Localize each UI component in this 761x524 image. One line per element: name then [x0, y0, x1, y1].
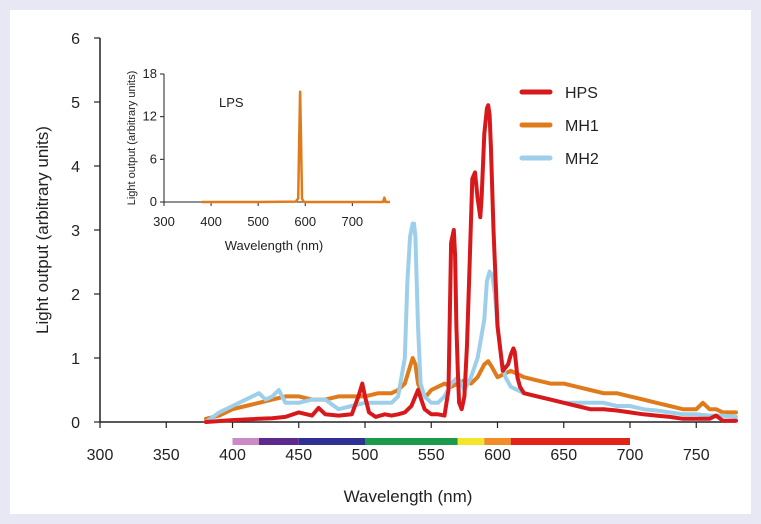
y-tick-label: 0 — [71, 415, 80, 432]
inset-series — [201, 90, 390, 204]
x-tick-label: 650 — [550, 447, 577, 464]
y-tick-label: 5 — [71, 95, 80, 112]
inset-y-tick-label: 0 — [150, 194, 157, 209]
inset-title: LPS — [219, 95, 244, 110]
inset-y-tick-label: 12 — [143, 109, 157, 124]
main-series — [204, 103, 738, 424]
spectrum-segment — [259, 438, 299, 445]
series-line-hps — [204, 103, 738, 424]
inset-x-tick-label: 700 — [341, 214, 363, 229]
inset-ticks: 300 400 500 600 700 0 6 12 18 — [143, 66, 364, 229]
chart-panel: 300 350 400 450 500 550 600 650 700 750 0 1 2 3 4 5 6 Wa… — [10, 10, 751, 514]
inset-x-axis-label: Wavelength (nm) — [225, 238, 324, 253]
x-tick-label: 450 — [285, 447, 312, 464]
x-tick-label: 400 — [219, 447, 246, 464]
spectrum-segment — [484, 438, 511, 445]
spectrum-segment — [232, 438, 259, 445]
x-tick-label: 300 — [87, 447, 114, 464]
x-tick-label: 350 — [153, 447, 180, 464]
legend-label-mh1: MH1 — [565, 118, 599, 135]
spectrum-segment — [298, 438, 365, 445]
inset-x-tick-label: 500 — [247, 214, 269, 229]
y-tick-label: 2 — [71, 287, 80, 304]
x-tick-label: 700 — [617, 447, 644, 464]
inset-y-axis-label: Light output (arbitrary units) — [126, 71, 138, 206]
main-x-axis-label: Wavelength (nm) — [344, 487, 473, 506]
main-y-axis-label: Light output (arbitrary units) — [33, 126, 52, 334]
x-tick-label: 550 — [418, 447, 445, 464]
inset-x-tick-label: 400 — [200, 214, 222, 229]
y-tick-label: 1 — [71, 351, 80, 368]
spectrum-segment — [510, 438, 630, 445]
series-line-mh2 — [204, 221, 738, 424]
inset-x-tick-label: 300 — [153, 214, 175, 229]
spectrum-segment — [365, 438, 458, 445]
inset-y-tick-label: 18 — [143, 66, 157, 81]
visible-spectrum-bar — [232, 438, 630, 445]
y-tick-label: 4 — [71, 159, 80, 176]
x-tick-label: 500 — [352, 447, 379, 464]
x-tick-label: 600 — [484, 447, 511, 464]
inset-series-line-lps — [201, 90, 390, 204]
inset-x-tick-label: 600 — [294, 214, 316, 229]
inset-y-tick-label: 6 — [150, 151, 157, 166]
x-tick-label: 750 — [683, 447, 710, 464]
spectrum-segment — [457, 438, 485, 445]
y-tick-label: 3 — [71, 223, 80, 240]
legend-label-hps: HPS — [565, 85, 598, 102]
y-tick-label: 6 — [71, 31, 80, 48]
legend: HPS MH1 MH2 — [519, 85, 599, 168]
legend-label-mh2: MH2 — [565, 151, 599, 168]
